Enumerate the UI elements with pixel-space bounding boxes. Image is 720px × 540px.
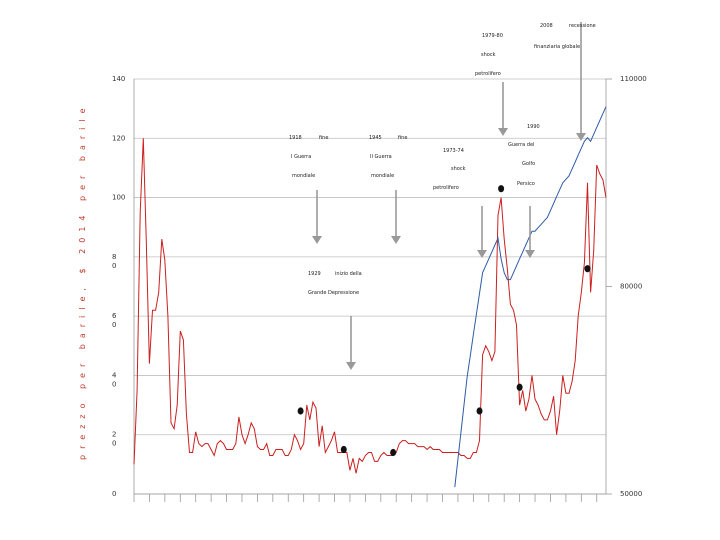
left-tick-label: 120 — [112, 134, 125, 142]
annotation-1979-80: 1979-80 — [482, 33, 503, 39]
event-marker — [297, 407, 304, 415]
annotation-arrows — [316, 22, 582, 364]
annotations: 2008 recessione finanziaria globale 1979… — [289, 23, 596, 296]
annotation-fine-2: fine — [398, 135, 407, 141]
annotation-ww1: I Guerra — [291, 154, 311, 160]
left-tick-label: 0 — [112, 490, 116, 498]
annotation-recession: recessione — [569, 23, 596, 29]
annotation-finance: finanziaria globale — [534, 44, 580, 50]
annotation-oil-1: petrolifero — [475, 71, 501, 77]
left-axis-ticks: 140 120 100 8 0 6 0 4 0 2 0 0 — [112, 75, 125, 498]
annotation-world-1: mondiale — [292, 173, 315, 179]
event-markers — [297, 185, 591, 457]
left-tick-label: 140 — [112, 75, 125, 83]
y-axis-label: prezzo per barile, $ 2014 per barile — [78, 102, 87, 460]
annotation-gulf: Guerra del — [508, 142, 534, 148]
annotation-inizio: inizio della — [335, 271, 362, 277]
annotation-1973-74: 1973-74 — [443, 148, 464, 154]
annotation-gulf-2: Golfo — [522, 161, 535, 167]
event-marker — [340, 445, 347, 454]
annotation-persian: Persico — [517, 181, 535, 187]
annotation-oil-2: petrolifero — [433, 185, 459, 191]
event-marker — [390, 448, 397, 457]
annotation-2008: 2008 — [540, 23, 553, 29]
event-marker — [498, 185, 505, 193]
annotation-1945: 1945 — [369, 135, 382, 141]
right-tick-label: 50000 — [620, 490, 642, 498]
right-tick-label: 80000 — [620, 283, 642, 291]
annotation-1929: 1929 — [308, 271, 321, 277]
event-marker — [516, 383, 523, 391]
x-axis-ticks — [133, 493, 606, 502]
right-tick-label: 110000 — [620, 75, 647, 83]
annotation-depression: Grande Depressione — [308, 290, 359, 296]
event-marker — [476, 407, 483, 415]
right-axis-ticks: 110000 80000 50000 — [606, 75, 647, 498]
gridlines — [134, 78, 606, 495]
annotation-1990: 1990 — [527, 124, 540, 130]
annotation-fine-1: fine — [319, 135, 328, 141]
annotation-1918: 1918 — [289, 135, 302, 141]
event-marker — [584, 265, 591, 273]
left-tick-label: 100 — [112, 194, 125, 202]
annotation-shock-2: shock — [451, 166, 466, 172]
annotation-ww2: II Guerra — [370, 154, 392, 160]
annotation-arrowheads — [312, 128, 586, 370]
series-line-price — [133, 138, 607, 474]
annotation-world-2: mondiale — [371, 173, 394, 179]
annotation-shock-1: shock — [481, 52, 496, 58]
